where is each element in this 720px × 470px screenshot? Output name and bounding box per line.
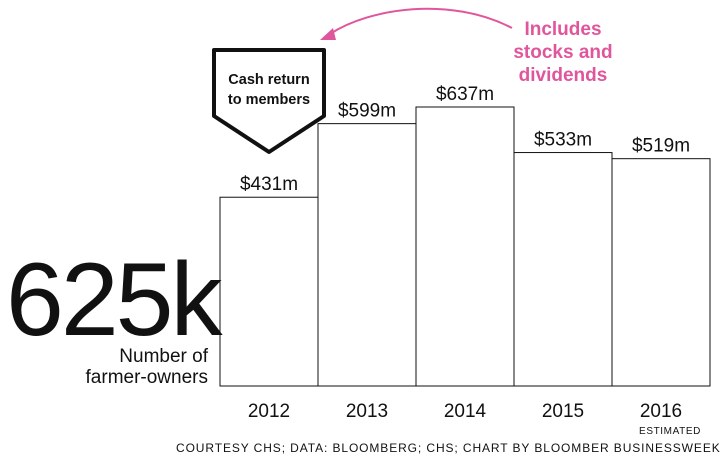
value-label-2016: $519m — [632, 136, 690, 157]
value-label-2015: $533m — [534, 130, 592, 151]
bar-2015 — [513, 152, 613, 387]
note-arrow — [320, 7, 513, 40]
bar-2016 — [611, 158, 711, 387]
tick-label-2013: 2013 — [346, 401, 388, 422]
tick-label-2012: 2012 — [248, 401, 290, 422]
bar-2014 — [415, 106, 515, 387]
note-line-1: Includes — [524, 19, 602, 40]
callout-layer — [212, 48, 326, 154]
value-label-2012: $431m — [240, 174, 298, 195]
note-line-2: stocks and — [513, 42, 613, 63]
bar-2012 — [219, 196, 319, 387]
value-label-2014: $637m — [436, 84, 494, 105]
bar-2013 — [317, 123, 417, 387]
tick-sublabel-2016: ESTIMATED — [639, 426, 701, 437]
annotation-note: Includes stocks and dividends — [508, 18, 618, 87]
bars-layer: $431m 2012 $599m 2013 $637m 2014 $533m 2015 $519… — [219, 84, 711, 422]
arrow-head-icon — [320, 28, 336, 40]
curved-arrow-shaft — [329, 7, 513, 35]
tick-label-2014: 2014 — [444, 401, 487, 422]
farmer-owners-label: Number of farmer-owners — [86, 346, 208, 388]
tick-label-2016: 2016 — [640, 401, 682, 422]
value-label-2013: $599m — [338, 101, 396, 122]
callout-line-1: Cash return — [228, 72, 310, 88]
farmer-owners-label-line-1: Number of — [119, 346, 208, 367]
callout-line-2: to members — [227, 92, 311, 108]
tick-label-2015: 2015 — [542, 401, 584, 422]
callout-label: Cash return to members — [216, 70, 322, 110]
farmer-owners-label-line-2: farmer-owners — [85, 367, 208, 388]
farmer-owners-value: 625k — [6, 242, 223, 358]
note-line-3: dividends — [518, 65, 608, 86]
source-credit: COURTESY CHS; DATA: BLOOMBERG; CHS; CHAR… — [176, 441, 720, 455]
callout-badge-shape — [212, 48, 326, 154]
